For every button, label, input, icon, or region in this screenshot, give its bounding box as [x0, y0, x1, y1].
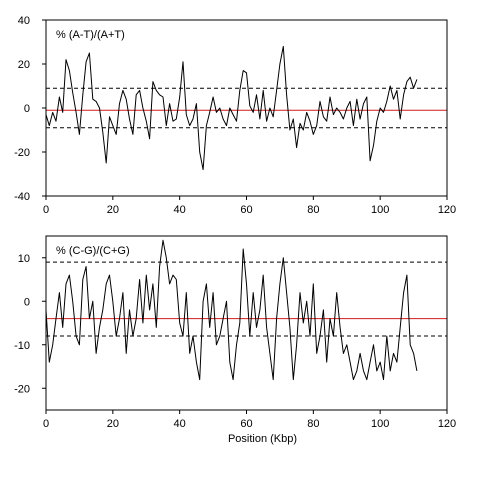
x-tick-label: 20 [107, 418, 119, 430]
x-tick-label: 120 [438, 204, 456, 216]
x-tick-label: 100 [371, 204, 389, 216]
chart-at-skew: 0 20 40 60 80 100 120 -40 -20 0 20 40 % (A-T)/(A+T) [14, 15, 456, 216]
plot-frame [45, 19, 448, 197]
x-tick-label: 60 [240, 418, 252, 430]
x-tick-label: 80 [307, 204, 319, 216]
x-tick-label: 0 [43, 418, 49, 430]
y-tick-label: 0 [24, 296, 30, 308]
series-line-0 [45, 45, 418, 171]
x-tick-label: 20 [107, 204, 119, 216]
x-tick-label: 60 [240, 204, 252, 216]
y-tick-label: 40 [18, 15, 30, 27]
x-axis-label: Position (Kbp) [228, 433, 297, 445]
x-tick-label: 100 [371, 418, 389, 430]
x-tick-label: 40 [174, 418, 186, 430]
panel-title: % (A-T)/(A+T) [56, 29, 125, 41]
series-line-0 [45, 239, 418, 381]
chart-cg-skew: 0 20 40 60 80 100 120 -20 -10 0 10 % (C-G)/(C+G) Pos… [14, 235, 456, 445]
y-tick-label: 20 [18, 59, 30, 71]
y-tick-label: -20 [14, 147, 30, 159]
y-tick-label: -20 [14, 383, 30, 395]
y-tick-label: -40 [14, 191, 30, 203]
y-tick-label: 10 [18, 253, 30, 265]
x-tick-label: 0 [43, 204, 49, 216]
panel-title: % (C-G)/(C+G) [56, 245, 130, 257]
x-tick-label: 120 [438, 418, 456, 430]
x-tick-label: 40 [174, 204, 186, 216]
x-tick-label: 80 [307, 418, 319, 430]
plot-frame [45, 235, 448, 411]
y-tick-label: -10 [14, 340, 30, 352]
y-tick-label: 0 [24, 103, 30, 115]
